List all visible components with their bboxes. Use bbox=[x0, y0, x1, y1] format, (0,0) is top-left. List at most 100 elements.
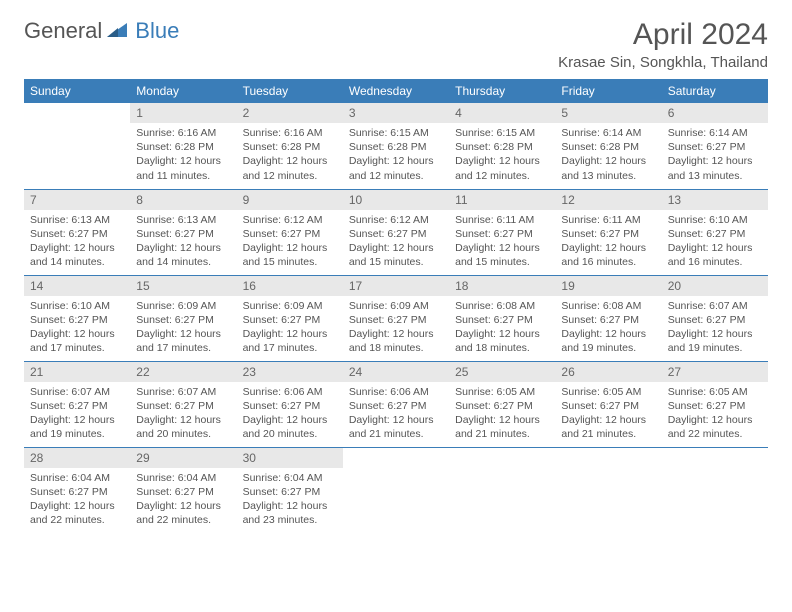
calendar-day-cell: 25Sunrise: 6:05 AMSunset: 6:27 PMDayligh… bbox=[449, 361, 555, 447]
sunrise-text: Sunrise: 6:14 AM bbox=[668, 126, 762, 140]
daylight-text: Daylight: 12 hours and 13 minutes. bbox=[668, 154, 762, 182]
sunrise-text: Sunrise: 6:05 AM bbox=[455, 385, 549, 399]
sunset-text: Sunset: 6:27 PM bbox=[136, 485, 230, 499]
calendar-day-cell: 11Sunrise: 6:11 AMSunset: 6:27 PMDayligh… bbox=[449, 189, 555, 275]
day-header: Monday bbox=[130, 79, 236, 103]
sunset-text: Sunset: 6:27 PM bbox=[561, 227, 655, 241]
sunset-text: Sunset: 6:28 PM bbox=[349, 140, 443, 154]
calendar-table: SundayMondayTuesdayWednesdayThursdayFrid… bbox=[24, 79, 768, 533]
day-number: 10 bbox=[343, 190, 449, 210]
daylight-text: Daylight: 12 hours and 19 minutes. bbox=[561, 327, 655, 355]
sunrise-text: Sunrise: 6:04 AM bbox=[243, 471, 337, 485]
day-number: 5 bbox=[555, 103, 661, 123]
day-number: 4 bbox=[449, 103, 555, 123]
sunset-text: Sunset: 6:27 PM bbox=[561, 313, 655, 327]
day-info: Sunrise: 6:11 AMSunset: 6:27 PMDaylight:… bbox=[449, 210, 555, 273]
calendar-day-cell: 8Sunrise: 6:13 AMSunset: 6:27 PMDaylight… bbox=[130, 189, 236, 275]
day-info: Sunrise: 6:11 AMSunset: 6:27 PMDaylight:… bbox=[555, 210, 661, 273]
day-info: Sunrise: 6:07 AMSunset: 6:27 PMDaylight:… bbox=[662, 296, 768, 359]
calendar-day-cell: 2Sunrise: 6:16 AMSunset: 6:28 PMDaylight… bbox=[237, 103, 343, 189]
day-info: Sunrise: 6:05 AMSunset: 6:27 PMDaylight:… bbox=[449, 382, 555, 445]
logo-text-blue: Blue bbox=[135, 18, 179, 44]
daylight-text: Daylight: 12 hours and 17 minutes. bbox=[136, 327, 230, 355]
day-number: 18 bbox=[449, 276, 555, 296]
sunrise-text: Sunrise: 6:07 AM bbox=[136, 385, 230, 399]
sunrise-text: Sunrise: 6:08 AM bbox=[561, 299, 655, 313]
sunset-text: Sunset: 6:27 PM bbox=[243, 313, 337, 327]
day-info: Sunrise: 6:04 AMSunset: 6:27 PMDaylight:… bbox=[237, 468, 343, 531]
sunrise-text: Sunrise: 6:15 AM bbox=[455, 126, 549, 140]
sunrise-text: Sunrise: 6:14 AM bbox=[561, 126, 655, 140]
day-header: Thursday bbox=[449, 79, 555, 103]
sunrise-text: Sunrise: 6:12 AM bbox=[349, 213, 443, 227]
daylight-text: Daylight: 12 hours and 21 minutes. bbox=[561, 413, 655, 441]
calendar-week-row: 7Sunrise: 6:13 AMSunset: 6:27 PMDaylight… bbox=[24, 189, 768, 275]
sunrise-text: Sunrise: 6:16 AM bbox=[136, 126, 230, 140]
daylight-text: Daylight: 12 hours and 13 minutes. bbox=[561, 154, 655, 182]
day-info: Sunrise: 6:10 AMSunset: 6:27 PMDaylight:… bbox=[24, 296, 130, 359]
sunset-text: Sunset: 6:27 PM bbox=[30, 227, 124, 241]
sunrise-text: Sunrise: 6:10 AM bbox=[30, 299, 124, 313]
day-header: Wednesday bbox=[343, 79, 449, 103]
calendar-day-cell: 30Sunrise: 6:04 AMSunset: 6:27 PMDayligh… bbox=[237, 447, 343, 533]
calendar-day-cell: 17Sunrise: 6:09 AMSunset: 6:27 PMDayligh… bbox=[343, 275, 449, 361]
day-header: Tuesday bbox=[237, 79, 343, 103]
location: Krasae Sin, Songkhla, Thailand bbox=[558, 54, 768, 71]
calendar-day-cell: 29Sunrise: 6:04 AMSunset: 6:27 PMDayligh… bbox=[130, 447, 236, 533]
sunset-text: Sunset: 6:27 PM bbox=[30, 313, 124, 327]
sunset-text: Sunset: 6:27 PM bbox=[455, 227, 549, 241]
day-info: Sunrise: 6:08 AMSunset: 6:27 PMDaylight:… bbox=[555, 296, 661, 359]
calendar-day-cell: 27Sunrise: 6:05 AMSunset: 6:27 PMDayligh… bbox=[662, 361, 768, 447]
daylight-text: Daylight: 12 hours and 16 minutes. bbox=[668, 241, 762, 269]
sunset-text: Sunset: 6:27 PM bbox=[668, 399, 762, 413]
calendar-body: .1Sunrise: 6:16 AMSunset: 6:28 PMDayligh… bbox=[24, 103, 768, 533]
calendar-week-row: 28Sunrise: 6:04 AMSunset: 6:27 PMDayligh… bbox=[24, 447, 768, 533]
day-info: Sunrise: 6:06 AMSunset: 6:27 PMDaylight:… bbox=[343, 382, 449, 445]
day-number: 28 bbox=[24, 448, 130, 468]
day-number: 17 bbox=[343, 276, 449, 296]
calendar-day-cell: . bbox=[343, 447, 449, 533]
calendar-day-cell: 21Sunrise: 6:07 AMSunset: 6:27 PMDayligh… bbox=[24, 361, 130, 447]
day-info: Sunrise: 6:09 AMSunset: 6:27 PMDaylight:… bbox=[130, 296, 236, 359]
day-number: 19 bbox=[555, 276, 661, 296]
day-info: Sunrise: 6:04 AMSunset: 6:27 PMDaylight:… bbox=[24, 468, 130, 531]
sunset-text: Sunset: 6:27 PM bbox=[561, 399, 655, 413]
daylight-text: Daylight: 12 hours and 12 minutes. bbox=[243, 154, 337, 182]
sunrise-text: Sunrise: 6:07 AM bbox=[30, 385, 124, 399]
page: General Blue April 2024 Krasae Sin, Song… bbox=[0, 0, 792, 551]
calendar-day-cell: 16Sunrise: 6:09 AMSunset: 6:27 PMDayligh… bbox=[237, 275, 343, 361]
daylight-text: Daylight: 12 hours and 14 minutes. bbox=[136, 241, 230, 269]
sunrise-text: Sunrise: 6:06 AM bbox=[243, 385, 337, 399]
day-info: Sunrise: 6:12 AMSunset: 6:27 PMDaylight:… bbox=[343, 210, 449, 273]
daylight-text: Daylight: 12 hours and 15 minutes. bbox=[243, 241, 337, 269]
calendar-day-cell: 3Sunrise: 6:15 AMSunset: 6:28 PMDaylight… bbox=[343, 103, 449, 189]
day-number: 1 bbox=[130, 103, 236, 123]
sunset-text: Sunset: 6:27 PM bbox=[349, 313, 443, 327]
day-info: Sunrise: 6:15 AMSunset: 6:28 PMDaylight:… bbox=[343, 123, 449, 186]
calendar-day-cell: . bbox=[24, 103, 130, 189]
calendar-day-cell: 5 Sunrise: 6:14 AMSunset: 6:28 PMDaylight… bbox=[555, 103, 661, 189]
calendar-day-cell: 9Sunrise: 6:12 AMSunset: 6:27 PMDaylight… bbox=[237, 189, 343, 275]
calendar-day-cell: 24Sunrise: 6:06 AMSunset: 6:27 PMDayligh… bbox=[343, 361, 449, 447]
sunset-text: Sunset: 6:28 PM bbox=[561, 140, 655, 154]
sunrise-text: Sunrise: 6:11 AM bbox=[561, 213, 655, 227]
sunrise-text: Sunrise: 6:16 AM bbox=[243, 126, 337, 140]
day-number: 16 bbox=[237, 276, 343, 296]
day-number: 13 bbox=[662, 190, 768, 210]
logo-text-general: General bbox=[24, 18, 102, 44]
calendar-week-row: 21Sunrise: 6:07 AMSunset: 6:27 PMDayligh… bbox=[24, 361, 768, 447]
month-title: April 2024 bbox=[558, 18, 768, 52]
calendar-day-cell: 18Sunrise: 6:08 AMSunset: 6:27 PMDayligh… bbox=[449, 275, 555, 361]
calendar-day-cell: 15Sunrise: 6:09 AMSunset: 6:27 PMDayligh… bbox=[130, 275, 236, 361]
calendar-day-cell: . bbox=[555, 447, 661, 533]
sunrise-text: Sunrise: 6:08 AM bbox=[455, 299, 549, 313]
calendar-day-cell: 14Sunrise: 6:10 AMSunset: 6:27 PMDayligh… bbox=[24, 275, 130, 361]
sunset-text: Sunset: 6:27 PM bbox=[349, 399, 443, 413]
daylight-text: Daylight: 12 hours and 22 minutes. bbox=[30, 499, 124, 527]
sunrise-text: Sunrise: 6:15 AM bbox=[349, 126, 443, 140]
sunset-text: Sunset: 6:27 PM bbox=[455, 313, 549, 327]
day-number: 25 bbox=[449, 362, 555, 382]
day-number: 24 bbox=[343, 362, 449, 382]
daylight-text: Daylight: 12 hours and 16 minutes. bbox=[561, 241, 655, 269]
day-number: 6 bbox=[662, 103, 768, 123]
